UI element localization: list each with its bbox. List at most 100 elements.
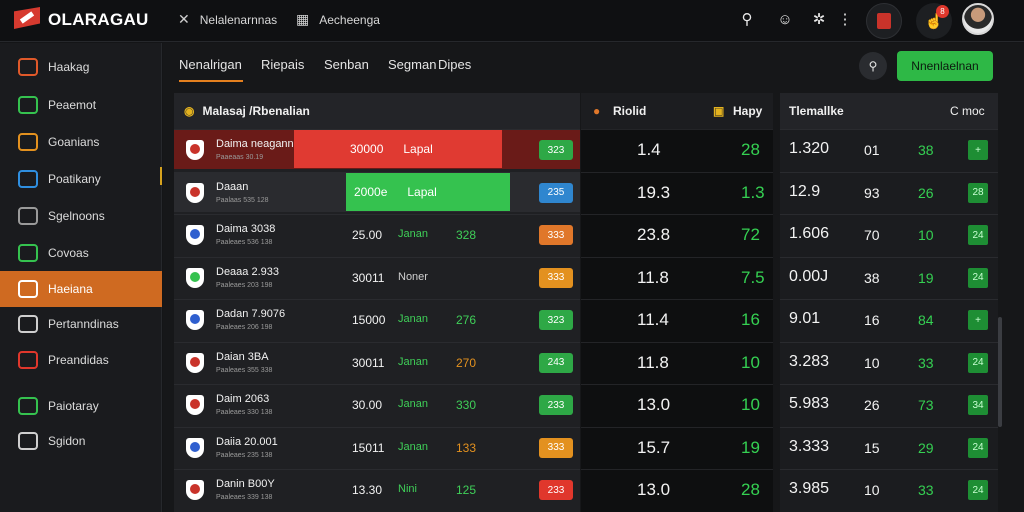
- stats-row[interactable]: 3.283 10 33 24: [780, 341, 998, 382]
- sidebar-item[interactable]: Paiotaray: [0, 388, 162, 424]
- brand-name[interactable]: OLARAGAU: [48, 10, 149, 29]
- betslip-icon: [877, 13, 891, 29]
- crest-emblem: [190, 356, 200, 367]
- odds-row[interactable]: 13.0 28: [581, 469, 773, 509]
- match-row[interactable]: Daian 3BA Paaleaes 355 338 30011 Janan 270 24…: [174, 341, 580, 382]
- stake-label: Janan: [398, 398, 428, 410]
- odds-row[interactable]: 23.8 72: [581, 214, 773, 254]
- scrollbar[interactable]: [998, 317, 1002, 427]
- stat-value: 3.283: [789, 352, 830, 370]
- sidebar-item[interactable]: Peaemot: [0, 87, 162, 123]
- stats-row[interactable]: 3.333 15 29 24: [780, 426, 998, 467]
- sidebar-item[interactable]: Goanians: [0, 124, 162, 160]
- odds-button[interactable]: 243: [539, 352, 573, 373]
- odds-row[interactable]: 11.8 7.5: [581, 256, 773, 297]
- shield-icon: [18, 58, 38, 76]
- team-meta: Paaleaes 355 338: [216, 366, 273, 374]
- add-button[interactable]: 24: [968, 352, 988, 373]
- add-button[interactable]: 34: [968, 395, 988, 415]
- team-crest-icon: [186, 182, 204, 203]
- add-button[interactable]: 24: [968, 225, 988, 245]
- odds-secondary: 19: [741, 437, 760, 457]
- add-button[interactable]: 28: [968, 182, 988, 203]
- match-row[interactable]: Daiia 20.001 Paaleaes 235 138 15011 Janan 13…: [174, 426, 580, 467]
- more-icon[interactable]: ⋮: [837, 11, 853, 28]
- stake-value: 15011: [352, 440, 385, 455]
- tab-2[interactable]: Riepais: [261, 57, 305, 72]
- team-crest-icon: [186, 480, 204, 500]
- match-row[interactable]: Dadan 7.9076 Paaleaes 206 198 15000 Janan 27…: [174, 299, 580, 339]
- stats-row[interactable]: 5.983 26 73 34: [780, 384, 998, 424]
- add-button[interactable]: 24: [968, 267, 988, 288]
- sidebar-item[interactable]: Poatikany: [0, 161, 162, 197]
- topnav-item-1[interactable]: ✕ Nelalenarnnas: [178, 11, 277, 28]
- sidebar-item[interactable]: Pertanndinas: [0, 306, 162, 342]
- stat-count: 38: [864, 269, 880, 286]
- stat-score: 33: [918, 482, 934, 498]
- sidebar-item-label: Covoas: [48, 246, 89, 260]
- tab-1[interactable]: Nenalrigan: [179, 57, 242, 72]
- stats-row[interactable]: 9.01 16 84 +: [780, 299, 998, 339]
- odds-row[interactable]: 15.7 19: [581, 426, 773, 467]
- match-row[interactable]: Daima neaganna Paaeaas 30.19 30000 Lapal 323: [174, 129, 580, 169]
- odds-secondary: 10: [741, 352, 760, 372]
- match-row[interactable]: Daim 2063 Paaleaes 330 138 30.00 Janan 330 23…: [174, 384, 580, 424]
- search-icon[interactable]: ⚲: [741, 11, 753, 28]
- stats-row[interactable]: 3.985 10 33 24: [780, 469, 998, 509]
- match-row[interactable]: Daaan Paalaas 535 128 2000e Lapal 235: [174, 171, 580, 212]
- topnav-item-2[interactable]: ▦ Aecheenga: [296, 11, 380, 28]
- crest-emblem: [190, 484, 200, 494]
- sidebar-item-label: Peaemot: [48, 98, 97, 112]
- odds-button[interactable]: 323: [539, 140, 573, 160]
- match-row[interactable]: Danin B00Y Paaleaes 339 138 13.30 Nini 125 23…: [174, 469, 580, 509]
- odds-title-b: Hapy: [733, 104, 763, 118]
- odds-button[interactable]: 233: [539, 480, 573, 500]
- odds-value: 270: [456, 355, 477, 370]
- stats-row[interactable]: 0.00J 38 19 24: [780, 256, 998, 297]
- avatar[interactable]: [962, 3, 994, 35]
- betslip-button[interactable]: [866, 3, 902, 39]
- sidebar-item[interactable]: Sgidon: [0, 423, 162, 459]
- odds-row[interactable]: 11.8 10: [581, 341, 773, 382]
- stat-count: 10: [864, 354, 880, 371]
- team-crest-icon: [186, 310, 204, 330]
- settings-icon[interactable]: ✲: [812, 11, 826, 28]
- odds-button[interactable]: 333: [539, 267, 573, 288]
- odds-panel-header: ● Riolid ▣ Hapy: [581, 93, 773, 129]
- sidebar-item[interactable]: Haeiana: [0, 271, 162, 307]
- odds-row[interactable]: 11.4 16: [581, 299, 773, 339]
- match-row[interactable]: Daima 3038 Paaleaes 536 138 25.00 Janan 328 3…: [174, 214, 580, 254]
- add-button[interactable]: 24: [968, 437, 988, 458]
- odds-button[interactable]: 333: [539, 437, 573, 458]
- add-button[interactable]: +: [968, 310, 988, 330]
- sidebar-item[interactable]: Haakag: [0, 49, 162, 85]
- match-row[interactable]: Deaaa 2.933 Paaleaes 203 198 30011 Noner 333: [174, 256, 580, 297]
- sidebar-item[interactable]: Preandidas: [0, 342, 162, 378]
- odds-button[interactable]: 323: [539, 310, 573, 330]
- odds-button[interactable]: 235: [539, 182, 573, 203]
- add-button[interactable]: +: [968, 140, 988, 160]
- sidebar-item[interactable]: Covoas: [0, 235, 162, 271]
- tab-4[interactable]: Segman: [388, 57, 437, 72]
- stats-row[interactable]: 1.606 70 10 24: [780, 214, 998, 254]
- stats-row[interactable]: 1.320 01 38 +: [780, 129, 998, 169]
- team-name: Dadan 7.9076: [216, 308, 286, 320]
- team-crest-icon: [186, 437, 204, 458]
- primary-action-button[interactable]: Nnenlaelnan: [897, 51, 993, 81]
- stats-row[interactable]: 12.9 93 26 28: [780, 171, 998, 212]
- odds-button[interactable]: 233: [539, 395, 573, 415]
- search-button[interactable]: ⚲: [859, 52, 887, 80]
- brand-logo-icon[interactable]: [14, 7, 40, 29]
- team-name: Daima neaganna: [216, 138, 300, 150]
- stake-label: Janan: [398, 440, 428, 453]
- chat-icon[interactable]: ☺: [777, 10, 793, 28]
- add-button[interactable]: 24: [968, 480, 988, 500]
- tab-5[interactable]: Dipes: [438, 57, 472, 72]
- odds-row[interactable]: 19.3 1.3: [581, 171, 773, 212]
- odds-row[interactable]: 1.4 28: [581, 129, 773, 169]
- odds-button[interactable]: 333: [539, 225, 573, 245]
- tab-3[interactable]: Senban: [324, 57, 369, 72]
- sidebar-item[interactable]: Sgelnoons: [0, 198, 162, 234]
- odds-row[interactable]: 13.0 10: [581, 384, 773, 424]
